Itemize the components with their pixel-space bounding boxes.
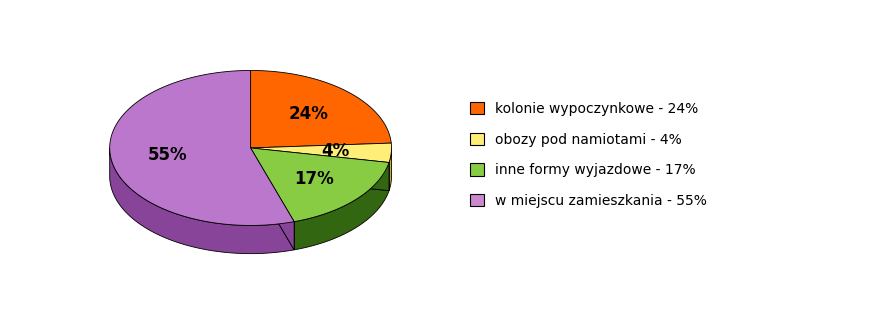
- Polygon shape: [389, 148, 391, 191]
- Text: 24%: 24%: [288, 105, 328, 123]
- Polygon shape: [250, 148, 294, 250]
- Polygon shape: [250, 148, 389, 191]
- Polygon shape: [110, 70, 294, 225]
- Polygon shape: [250, 70, 391, 148]
- Polygon shape: [294, 162, 389, 250]
- Legend: kolonie wypoczynkowe - 24%, obozy pod namiotami - 4%, inne formy wyjazdowe - 17%: kolonie wypoczynkowe - 24%, obozy pod na…: [469, 102, 706, 208]
- Text: 4%: 4%: [320, 142, 349, 160]
- Polygon shape: [250, 143, 391, 162]
- Text: 17%: 17%: [294, 170, 333, 188]
- Text: 55%: 55%: [148, 146, 187, 164]
- Polygon shape: [250, 148, 294, 250]
- Polygon shape: [250, 148, 389, 191]
- Polygon shape: [250, 148, 389, 222]
- Polygon shape: [110, 148, 294, 254]
